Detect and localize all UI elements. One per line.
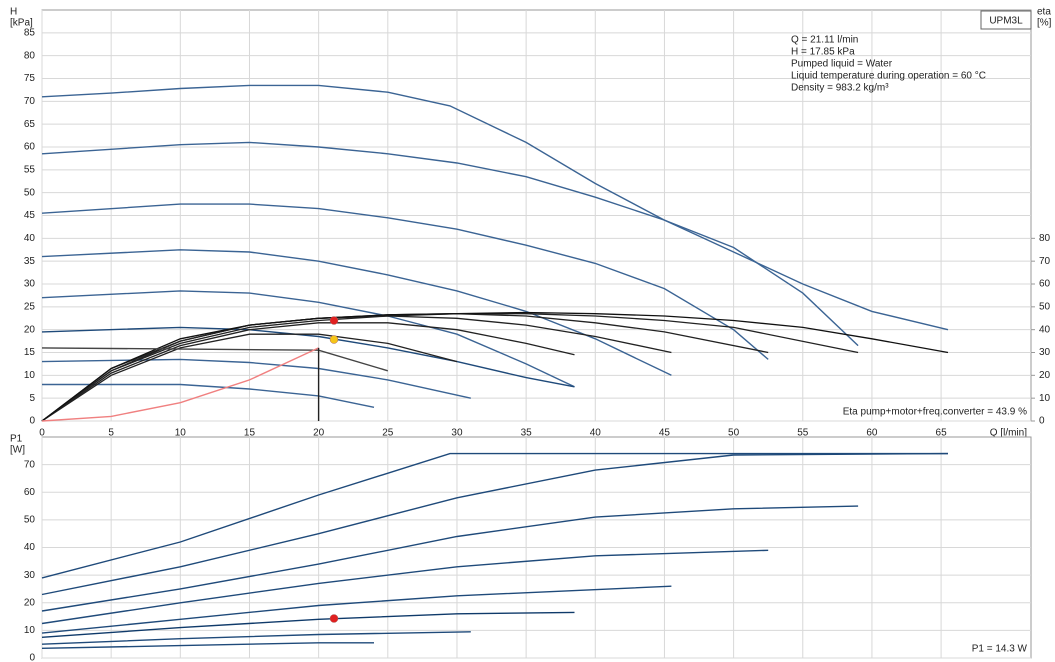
- y-tick-label: 85: [24, 27, 36, 38]
- curve: [41, 322, 575, 422]
- curve: [41, 333, 458, 422]
- y-tick-label: 40: [24, 542, 36, 553]
- x-tick-label: 35: [521, 428, 533, 439]
- y-tick-label: 35: [24, 256, 36, 267]
- y-axis-label: [W]: [10, 445, 25, 456]
- y-tick-label: 50: [24, 187, 36, 198]
- curve: [41, 452, 949, 596]
- x-tick-label: 0: [39, 428, 45, 439]
- curve: [41, 358, 471, 399]
- x-tick-label: 10: [175, 428, 187, 439]
- y-axis-label: [kPa]: [10, 18, 33, 29]
- x-tick-label: 5: [108, 428, 114, 439]
- y2-tick-label: 20: [1039, 370, 1051, 381]
- x-tick-label: 65: [936, 428, 948, 439]
- curve: [41, 585, 672, 634]
- y-tick-label: 80: [24, 50, 36, 61]
- curve: [41, 642, 374, 649]
- y-tick-label: 0: [29, 416, 35, 427]
- curve: [41, 549, 769, 625]
- legend-box: [980, 10, 1032, 30]
- y2-tick-label: 70: [1039, 256, 1051, 267]
- operating-point: [329, 614, 339, 623]
- curve: [41, 84, 949, 331]
- y-tick-label: 50: [24, 515, 36, 526]
- operating-point: [329, 316, 339, 325]
- y-tick-label: 70: [24, 96, 36, 107]
- x-tick-label: 40: [590, 428, 602, 439]
- y-tick-label: 75: [24, 73, 36, 84]
- x-tick-label: 25: [382, 428, 394, 439]
- y-tick-label: 30: [24, 570, 36, 581]
- footer-note: P1 = 14.3 W: [972, 644, 1028, 655]
- annotation: Density = 983.2 kg/m³: [791, 83, 889, 94]
- y2-tick-label: 80: [1039, 233, 1051, 244]
- y-tick-label: 55: [24, 164, 36, 175]
- x-tick-label: 30: [451, 428, 463, 439]
- annotation: H = 17.85 kPa: [791, 47, 855, 58]
- x-tick-label: 60: [866, 428, 878, 439]
- y-tick-label: 20: [24, 597, 36, 608]
- y-axis-label: P1: [10, 434, 23, 445]
- x-tick-label: 20: [313, 428, 325, 439]
- curve: [41, 311, 949, 422]
- y-tick-label: 10: [24, 625, 36, 636]
- y2-tick-label: 10: [1039, 393, 1051, 404]
- y2-tick-label: 60: [1039, 279, 1051, 290]
- y2-tick-label: 0: [1039, 416, 1045, 427]
- y-tick-label: 45: [24, 210, 36, 221]
- y-tick-label: 65: [24, 119, 36, 130]
- y-tick-label: 60: [24, 142, 36, 153]
- curve: [41, 315, 672, 422]
- curve: [41, 290, 575, 388]
- annotation: Q = 21.11 l/min: [791, 35, 858, 46]
- x-tick-label: 50: [728, 428, 740, 439]
- curve: [41, 249, 672, 376]
- x-tick-label: 15: [244, 428, 256, 439]
- curve: [41, 203, 769, 360]
- y2-axis-label: [%]: [1037, 18, 1052, 29]
- curve: [41, 452, 948, 579]
- y-tick-label: 20: [24, 324, 36, 335]
- curve: [41, 347, 319, 422]
- x-tick-label: 45: [659, 428, 671, 439]
- curve: [41, 347, 388, 372]
- y2-axis-label: eta: [1037, 7, 1051, 18]
- operating-point: [329, 335, 339, 344]
- y-axis-label: H: [10, 7, 17, 18]
- footer-note: Eta pump+motor+freq.converter = 43.9 %: [843, 407, 1027, 418]
- y2-tick-label: 30: [1039, 347, 1051, 358]
- curve: [41, 313, 769, 422]
- y-tick-label: 5: [29, 393, 35, 404]
- x-tick-label: 55: [797, 428, 809, 439]
- y-tick-label: 15: [24, 347, 36, 358]
- curve: [41, 505, 859, 612]
- curve: [42, 383, 375, 408]
- curve: [41, 326, 575, 388]
- curve: [41, 611, 575, 638]
- legend-text: UPM3L: [989, 16, 1023, 27]
- annotation: Pumped liquid = Water: [791, 59, 893, 70]
- y-tick-label: 0: [29, 653, 35, 662]
- y-tick-label: 10: [24, 370, 36, 381]
- y-tick-label: 70: [24, 459, 36, 470]
- curve: [41, 631, 471, 645]
- y-tick-label: 30: [24, 279, 36, 290]
- y-tick-label: 40: [24, 233, 36, 244]
- y2-tick-label: 50: [1039, 301, 1051, 312]
- y-tick-label: 25: [24, 301, 36, 312]
- y2-tick-label: 40: [1039, 324, 1051, 335]
- curve: [41, 141, 859, 347]
- x-axis-label: Q [l/min]: [990, 428, 1027, 439]
- annotation: Liquid temperature during operation = 60…: [791, 71, 986, 82]
- y-tick-label: 60: [24, 487, 36, 498]
